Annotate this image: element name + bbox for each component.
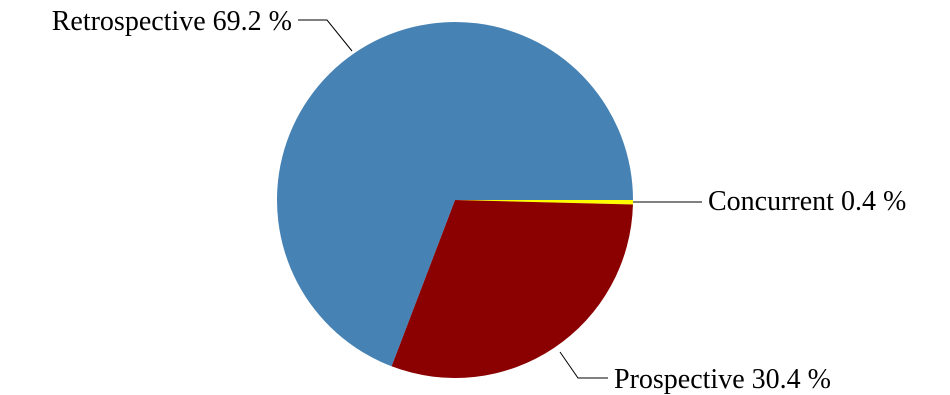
slice-label-concurrent: Concurrent 0.4 % xyxy=(708,186,906,217)
leader-line-prospective xyxy=(559,351,608,379)
pie-slice-retrospective xyxy=(276,22,633,367)
pie-slice-concurrent xyxy=(455,200,633,205)
slice-labels: Concurrent 0.4 % Prospective 30.4 % Retros… xyxy=(52,6,907,395)
leader-line-retrospective xyxy=(298,19,353,52)
slice-label-retrospective: Retrospective 69.2 % xyxy=(52,6,292,37)
pie-slices xyxy=(276,22,633,379)
pie-slice-prospective xyxy=(391,200,633,379)
slice-label-prospective: Prospective 30.4 % xyxy=(614,364,831,395)
